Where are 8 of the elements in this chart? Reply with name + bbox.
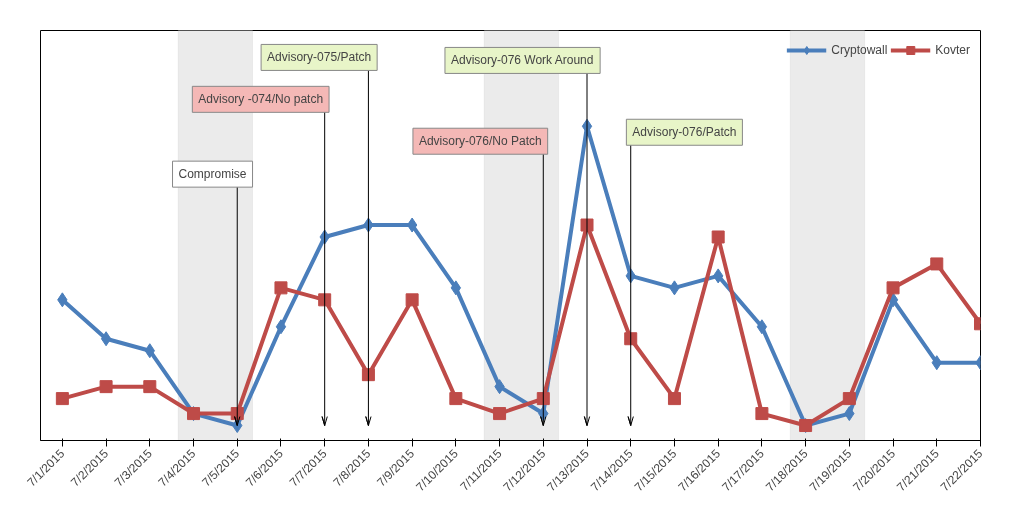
ref-line-label: Advisory-075/Patch: [267, 50, 372, 65]
ref-line-label: Advisory-076 Work Around: [450, 53, 594, 68]
ref-line-label: Advisory -074/No patch: [198, 92, 324, 107]
legend-label: Kovter: [935, 43, 970, 57]
legend-label: Cryptowall: [831, 43, 888, 57]
ref-line-label: Advisory-076/No Patch: [418, 134, 542, 149]
ref-line-label: Compromise: [178, 167, 247, 182]
ref-line-label: Advisory-076/Patch: [632, 125, 737, 140]
